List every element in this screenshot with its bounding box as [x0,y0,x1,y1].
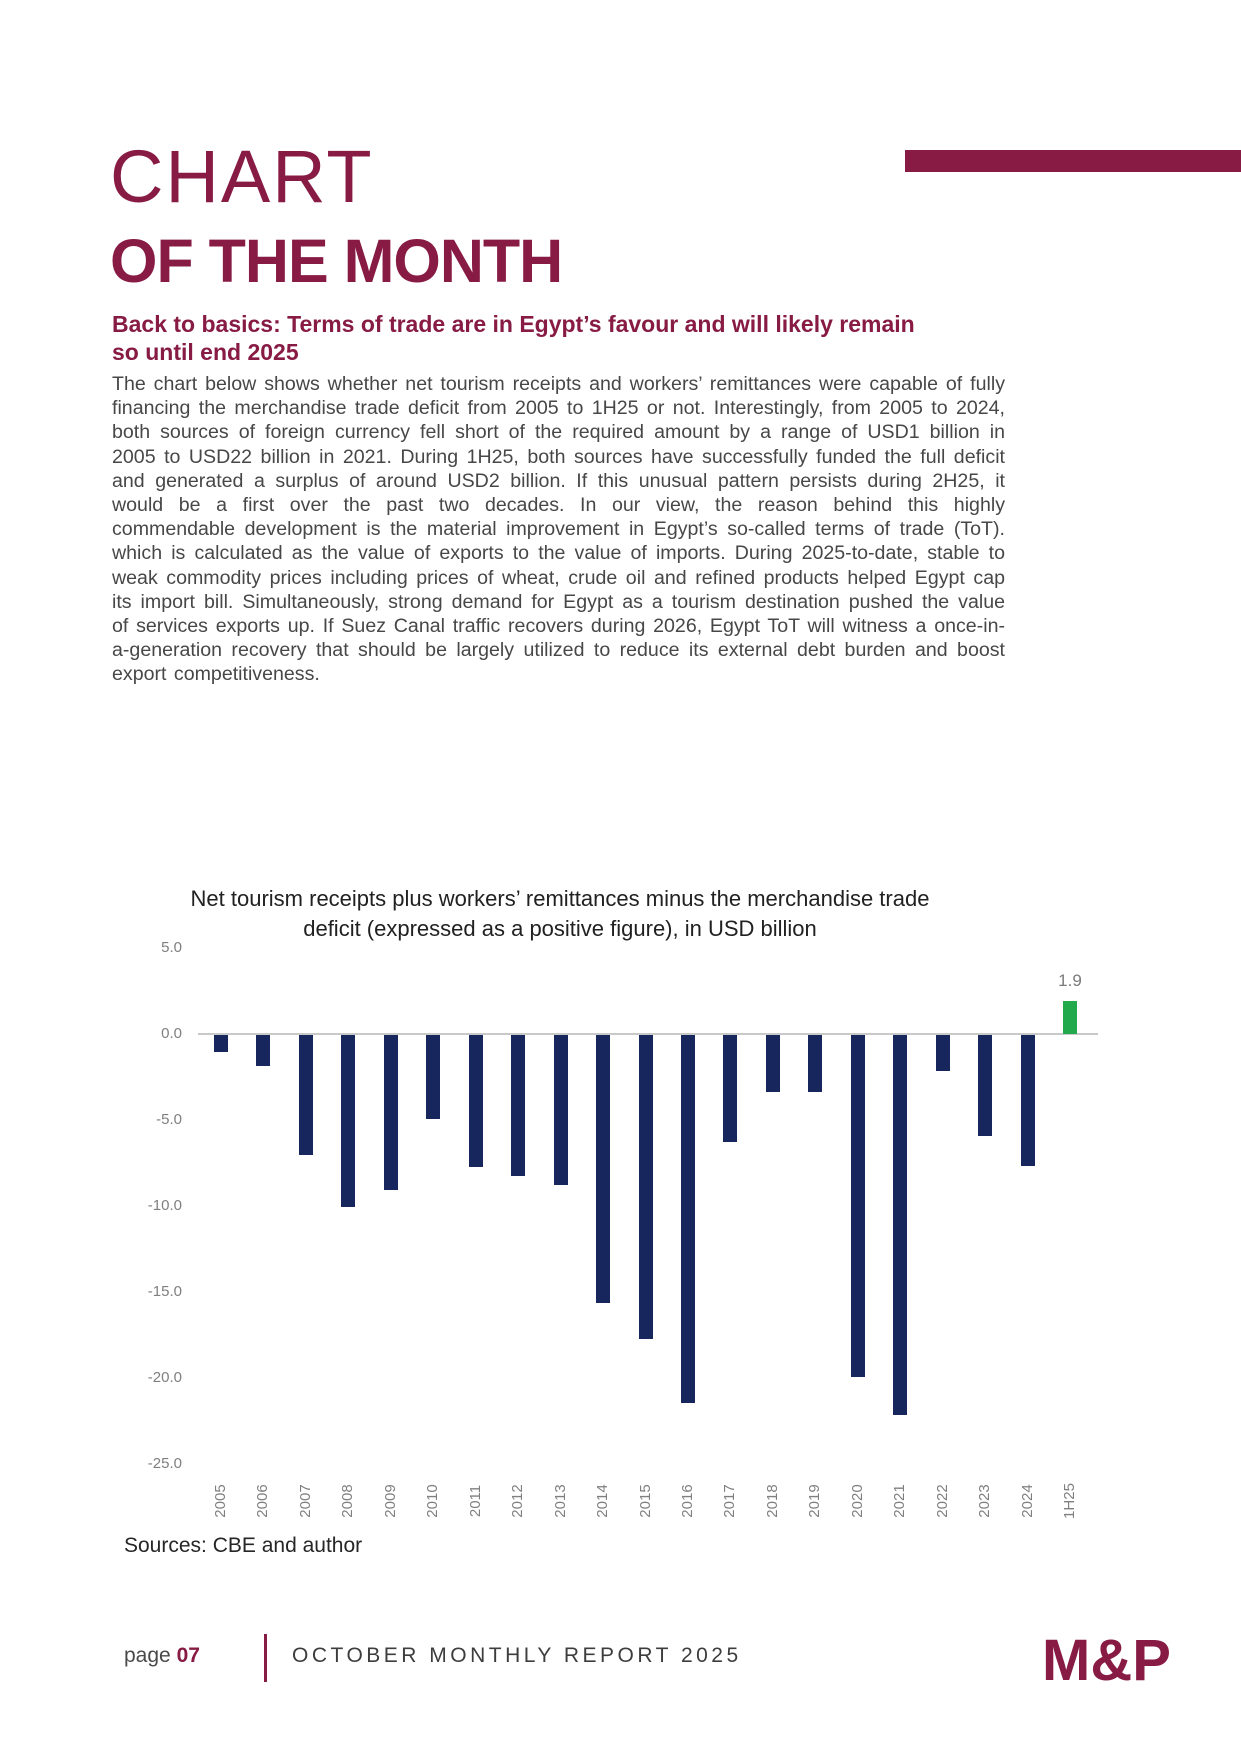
page-title-line1: CHART [110,135,374,218]
footer-page-label: page [124,1644,177,1667]
bar-value-label: 1.9 [1058,971,1082,991]
x-axis-label-2008: 2008 [339,1484,357,1518]
article-subtitle-line1: Back to basics: Terms of trade are in Eg… [112,311,915,337]
x-axis-label-2007: 2007 [296,1484,314,1518]
x-axis-label-2005: 2005 [212,1484,229,1518]
y-axis-label: -5.0 [156,1111,182,1128]
bar-2017 [723,1035,738,1142]
company-logo: M&P [1042,1628,1171,1693]
chart-sources: Sources: CBE and author [124,1534,363,1557]
chart-title-line1: Net tourism receipts plus workers’ remit… [190,886,930,911]
x-axis-label-2012: 2012 [509,1484,527,1518]
x-axis-label-1H25: 1H25 [1061,1483,1078,1519]
bar-2010 [426,1035,441,1120]
x-axis-label-2009: 2009 [381,1484,399,1518]
x-axis-label-2011: 2011 [466,1484,484,1518]
bar-1H25 [1063,1001,1077,1034]
bar-2021 [893,1035,908,1416]
y-axis-label: 5.0 [161,939,182,956]
header-accent-bar [905,150,1241,172]
chart-title: Net tourism receipts plus workers’ remit… [115,884,1005,944]
article-body: The chart below shows whether net touris… [112,373,1005,686]
y-axis-label: -25.0 [147,1455,182,1472]
x-axis-label-2023: 2023 [976,1484,994,1518]
x-axis-label-2014: 2014 [594,1484,612,1518]
x-axis-label-2010: 2010 [424,1484,442,1518]
x-axis-label-2020: 2020 [848,1484,866,1518]
article-subtitle: Back to basics: Terms of trade are in Eg… [112,310,1032,366]
x-axis-label-2022: 2022 [933,1484,951,1518]
x-axis-label-2018: 2018 [763,1484,781,1518]
footer-page-value: 07 [176,1644,200,1667]
x-axis-label-2021: 2021 [891,1484,909,1518]
footer-divider [264,1634,267,1682]
bar-2019 [808,1035,823,1092]
bar-2013 [553,1035,568,1185]
article-subtitle-line2: so until end 2025 [112,339,299,365]
bar-2014 [596,1035,611,1304]
bar-2022 [935,1035,950,1072]
bar-2018 [765,1035,780,1092]
bar-2020 [850,1035,865,1378]
y-axis-label: -15.0 [147,1283,182,1300]
bar-2016 [680,1035,695,1404]
x-axis-label-2013: 2013 [551,1484,569,1518]
x-axis-label-2015: 2015 [636,1484,654,1518]
chart-title-line2: deficit (expressed as a positive figure)… [303,916,817,941]
chart-zero-axis [198,1033,1098,1035]
bar-2006 [256,1035,271,1066]
x-axis-label-2019: 2019 [806,1484,824,1518]
bar-2007 [298,1035,313,1156]
x-axis-label-2016: 2016 [678,1484,696,1518]
x-axis-label-2006: 2006 [254,1484,272,1518]
bar-2005 [214,1035,228,1053]
bar-2015 [638,1035,653,1340]
footer-report-title: OCTOBER MONTHLY REPORT 2025 [292,1644,742,1667]
bar-2011 [468,1035,483,1168]
x-axis-label-2024: 2024 [1018,1484,1036,1518]
bar-2012 [511,1035,526,1177]
y-axis-label: -10.0 [147,1197,182,1214]
x-axis-label-2017: 2017 [721,1484,739,1518]
bar-2023 [978,1035,993,1137]
footer-page-number: page 07 [124,1644,200,1668]
page-title-line2: OF THE MONTH [110,227,563,295]
bar-2024 [1020,1035,1035,1166]
y-axis-label: 0.0 [161,1025,182,1042]
bar-2009 [383,1035,398,1190]
y-axis-label: -20.0 [147,1369,182,1386]
bar-2008 [341,1035,356,1207]
